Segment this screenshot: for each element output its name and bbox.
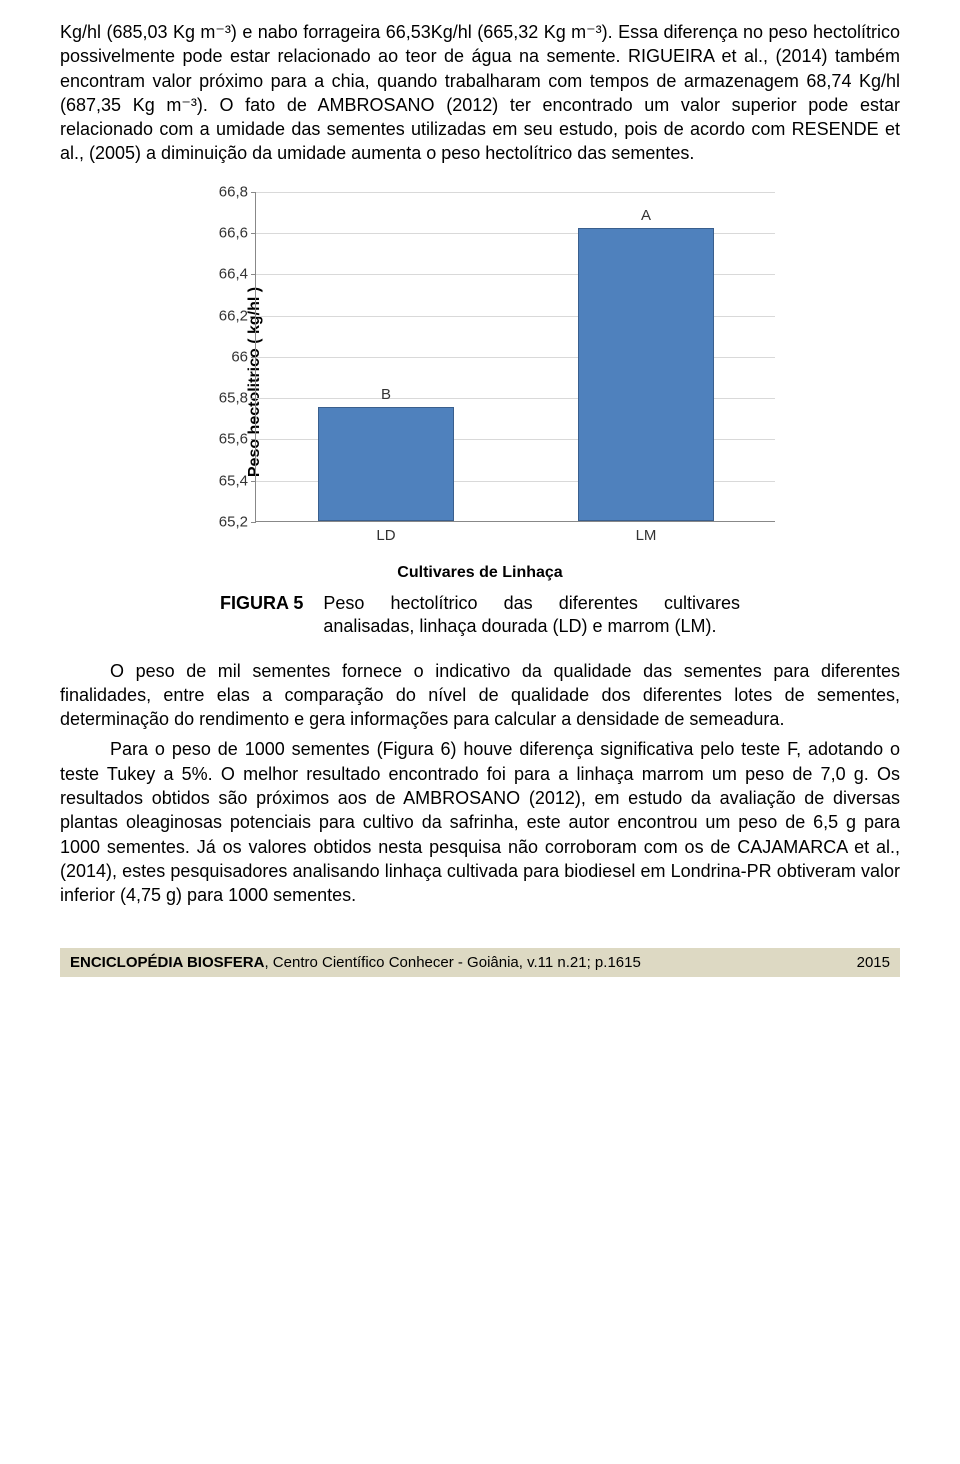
ytick-label: 66,4 [219,266,256,283]
bar-chart: Peso hectolitrico ( kg/hl ) 65,265,465,6… [160,182,800,582]
xtick-label: LM [636,521,657,544]
ytick-label: 65,6 [219,431,256,448]
bar [578,228,713,521]
ytick-label: 65,2 [219,513,256,530]
footer-journal-bold: ENCICLOPÉDIA BIOSFERA [70,954,264,971]
footer-page: 1615 [607,954,640,971]
page-footer: ENCICLOPÉDIA BIOSFERA, Centro Científico… [60,948,900,977]
footer-journal: ENCICLOPÉDIA BIOSFERA, Centro Científico… [70,954,641,971]
ytick-label: 66 [231,348,256,365]
figure-caption-text: Peso hectolítrico das diferentes cultiva… [323,592,740,639]
figure-caption: FIGURA 5 Peso hectolítrico das diferente… [220,592,740,639]
gridline [256,192,775,193]
paragraph-3: Para o peso de 1000 sementes (Figura 6) … [60,737,900,907]
bar-value-label: A [641,207,651,224]
x-axis-label: Cultivares de Linhaça [397,564,562,582]
ytick-label: 66,6 [219,225,256,242]
figure-label: FIGURA 5 [220,592,303,639]
ytick-label: 66,2 [219,307,256,324]
ytick-label: 65,4 [219,472,256,489]
xtick-label: LD [376,521,395,544]
paragraph-2: O peso de mil sementes fornece o indicat… [60,659,900,732]
bar [318,407,453,520]
ytick-label: 65,8 [219,390,256,407]
paragraph-1: Kg/hl (685,03 Kg m⁻³) e nabo forrageira … [60,20,900,166]
ytick-label: 66,8 [219,183,256,200]
plot-area: 65,265,465,665,86666,266,466,666,8BLDALM [255,192,775,522]
footer-journal-rest: , Centro Científico Conhecer - Goiânia, … [264,954,607,971]
footer-year: 2015 [857,954,890,971]
bar-value-label: B [381,386,391,403]
